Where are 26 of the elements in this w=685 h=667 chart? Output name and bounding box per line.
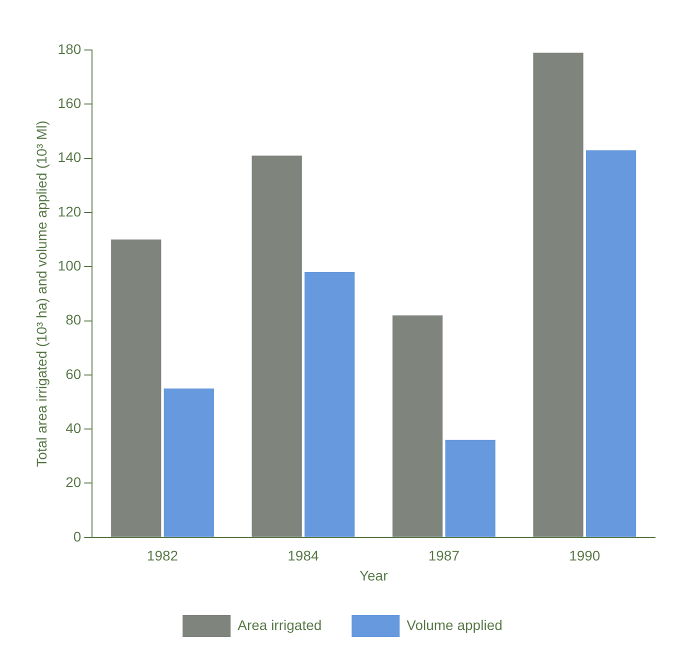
x-tick-label: 1987 — [428, 548, 460, 564]
bar — [445, 440, 496, 537]
y-tick-label: 100 — [58, 257, 82, 274]
y-tick-label: 40 — [66, 420, 82, 436]
legend-label: Volume applied — [406, 616, 502, 633]
y-axis-title: Total area irrigated (10³ ha) and volume applied (10³ Ml) — [33, 120, 50, 467]
bar — [586, 150, 636, 537]
legend-label: Area irrigated — [238, 616, 322, 633]
bar — [252, 156, 302, 537]
bar — [111, 240, 162, 537]
x-tick-label: 1990 — [569, 548, 600, 564]
bar — [533, 52, 584, 537]
y-tick-label: 20 — [66, 474, 82, 490]
x-tick-label: 1982 — [146, 548, 178, 564]
y-tick-label: 180 — [58, 40, 82, 57]
x-tick-label: 1984 — [288, 548, 320, 564]
y-tick-label: 160 — [58, 95, 82, 112]
bar — [304, 272, 355, 537]
y-tick-label: 120 — [58, 203, 82, 220]
y-tick-label: 80 — [66, 312, 82, 328]
y-tick-label: 0 — [73, 528, 82, 544]
x-axis-title: Year — [359, 567, 388, 584]
y-tick-label: 60 — [66, 366, 82, 382]
y-tick-label: 140 — [58, 149, 82, 166]
bar — [392, 315, 443, 537]
bar — [164, 388, 214, 537]
